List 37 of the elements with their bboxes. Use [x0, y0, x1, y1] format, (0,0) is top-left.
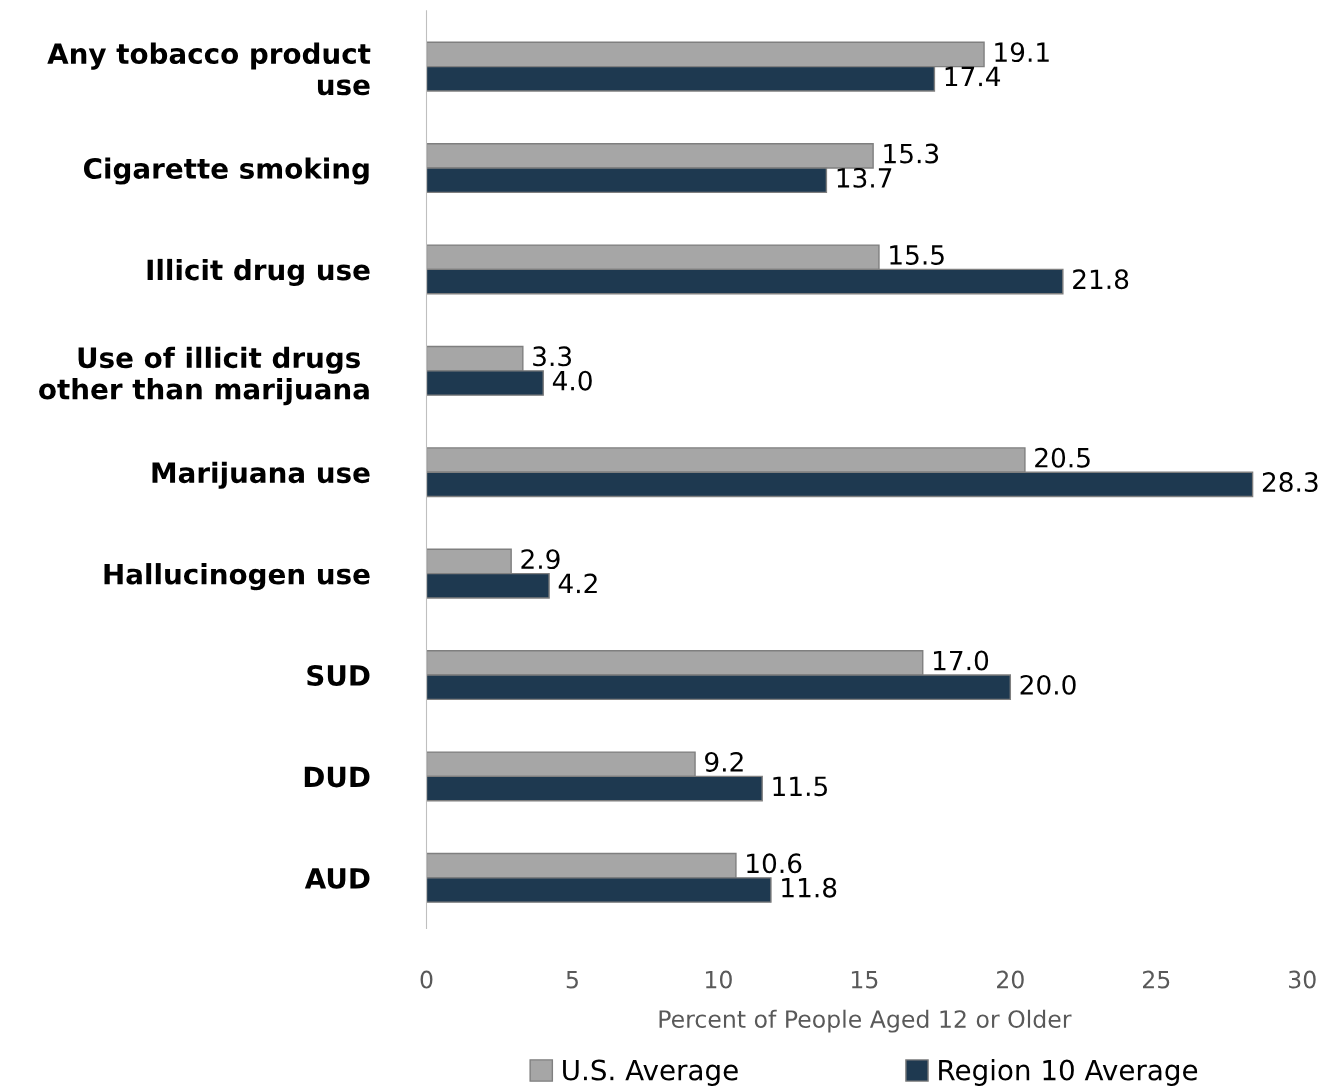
- data-label: 21.8: [1073, 269, 1129, 290]
- x-axis-title: Percent of People Aged 12 or Older: [659, 1009, 1072, 1033]
- data-label: 3.3: [533, 346, 572, 367]
- y-tick-label: Any tobacco product use: [47, 42, 371, 96]
- y-tick-label: SUD: [307, 664, 370, 686]
- x-tick-label: 20: [997, 970, 1024, 989]
- y-tick-label: Illicit drug use: [147, 258, 370, 286]
- data-label: 17.0: [933, 650, 989, 671]
- y-tick-label: Cigarette smoking: [83, 157, 369, 185]
- x-tick-label: 10: [705, 970, 732, 989]
- x-tick-label: 25: [1142, 970, 1170, 989]
- data-label: 9.2: [705, 751, 743, 772]
- y-tick-label: Marijuana use: [152, 461, 370, 489]
- data-label: 11.5: [773, 776, 827, 797]
- data-label: 20.5: [1035, 447, 1090, 468]
- data-label: 28.3: [1262, 472, 1318, 493]
- data-label: 11.8: [782, 877, 837, 898]
- data-label: 10.6: [747, 853, 802, 874]
- data-label: 20.0: [1020, 674, 1076, 695]
- y-tick-label: Use of illicit drugs other than marijuana: [39, 346, 369, 406]
- legend-label: Region 10 Average: [939, 1059, 1198, 1086]
- legend-label: U.S. Average: [563, 1059, 738, 1086]
- data-label: 4.0: [552, 370, 592, 391]
- x-tick-label: 30: [1289, 970, 1316, 989]
- data-label: 4.2: [558, 573, 597, 594]
- y-tick-label: DUD: [304, 766, 370, 788]
- y-tick-label: Hallucinogen use: [104, 563, 370, 591]
- data-label: 15.3: [884, 143, 939, 164]
- data-label: 2.9: [521, 549, 560, 570]
- data-label: 19.1: [995, 42, 1049, 63]
- y-tick-label: AUD: [304, 868, 370, 889]
- x-tick-label: 15: [851, 970, 878, 989]
- data-label: 13.7: [837, 167, 892, 188]
- data-label: 17.4: [945, 66, 1001, 87]
- x-tick-label: 5: [566, 970, 578, 989]
- data-label: 15.5: [890, 245, 944, 265]
- x-tick-label: 0: [420, 970, 433, 989]
